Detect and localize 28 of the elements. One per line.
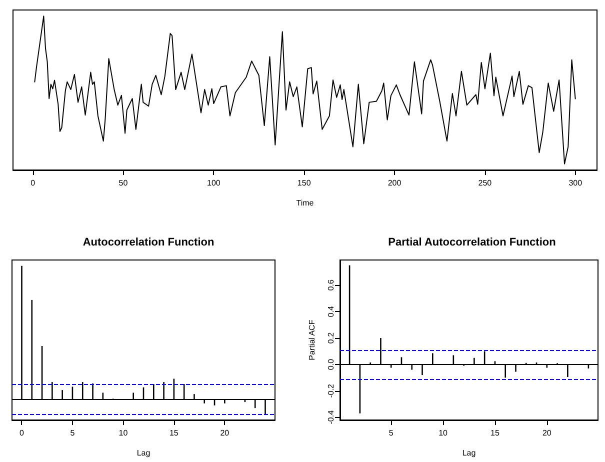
y-tick-label: -0.4 xyxy=(326,410,336,424)
x-tick-label: 0 xyxy=(20,428,25,438)
y-tick-label: -0.2 xyxy=(326,383,336,398)
y-tick-label: 0.2 xyxy=(326,332,336,344)
y-tick-label: 0.6 xyxy=(326,279,336,291)
x-tick-label: 20 xyxy=(542,428,552,438)
x-tick-label: 300 xyxy=(568,178,583,188)
chart-title: Partial Autocorrelation Function xyxy=(388,236,556,248)
x-axis-title: Time xyxy=(296,198,314,208)
x-tick-label: 10 xyxy=(118,428,128,438)
x-tick-label: 15 xyxy=(490,428,500,438)
x-tick-label: 150 xyxy=(297,178,312,188)
x-tick-label: 15 xyxy=(169,428,179,438)
x-tick-label: 0 xyxy=(30,178,36,188)
x-tick-label: 10 xyxy=(438,428,448,438)
chart-title: Autocorrelation Function xyxy=(82,236,214,248)
x-tick-label: 20 xyxy=(220,428,230,438)
x-axis-title: Lag xyxy=(136,448,150,458)
x-tick-label: 250 xyxy=(478,178,492,188)
x-axis-title: Lag xyxy=(462,448,476,458)
x-tick-label: 50 xyxy=(118,178,128,188)
x-tick-label: 5 xyxy=(70,428,76,438)
x-tick-label: 5 xyxy=(388,428,394,438)
x-tick-label: 200 xyxy=(388,178,402,188)
x-tick-label: 100 xyxy=(206,178,221,188)
y-axis-title: Partial ACF xyxy=(308,320,316,360)
y-tick-label: 0.0 xyxy=(326,358,336,370)
y-tick-label: 0.4 xyxy=(326,305,336,318)
